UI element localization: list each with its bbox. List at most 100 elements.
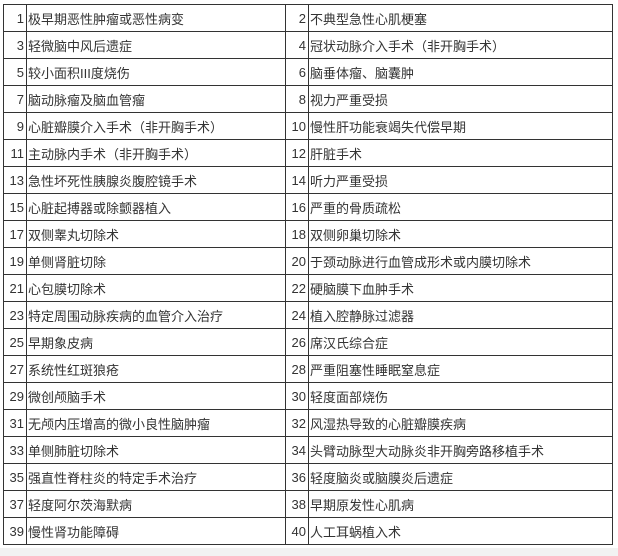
item-name: 脑垂体瘤、脑囊肿 — [308, 58, 613, 86]
item-name: 头臂动脉型大动脉炎非开胸旁路移植手术 — [308, 436, 613, 464]
item-name: 风湿热导致的心脏瓣膜疾病 — [308, 409, 613, 437]
item-number: 14 — [285, 166, 309, 194]
item-number: 24 — [285, 301, 309, 329]
table-row: 11 主动脉内手术（非开胸手术） 12 肝脏手术 — [3, 139, 613, 167]
item-number: 35 — [3, 463, 27, 491]
item-number: 12 — [285, 139, 309, 167]
item-number: 25 — [3, 328, 27, 356]
item-name: 听力严重受损 — [308, 166, 613, 194]
table-row: 15 心脏起搏器或除颤器植入 16 严重的骨质疏松 — [3, 193, 613, 221]
item-name: 极早期恶性肿瘤或恶性病变 — [26, 4, 286, 32]
item-name: 系统性红斑狼疮 — [26, 355, 286, 383]
item-number: 5 — [3, 58, 27, 86]
item-number: 13 — [3, 166, 27, 194]
item-name: 急性坏死性胰腺炎腹腔镜手术 — [26, 166, 286, 194]
table-row: 35 强直性脊柱炎的特定手术治疗 36 轻度脑炎或脑膜炎后遗症 — [3, 463, 613, 491]
item-number: 11 — [3, 139, 27, 167]
item-number: 18 — [285, 220, 309, 248]
item-name: 轻度脑炎或脑膜炎后遗症 — [308, 463, 613, 491]
item-name: 视力严重受损 — [308, 85, 613, 113]
item-number: 28 — [285, 355, 309, 383]
table-row: 25 早期象皮病 26 席汉氏综合症 — [3, 328, 613, 356]
table-row: 39 慢性肾功能障碍 40 人工耳蜗植入术 — [3, 517, 613, 545]
item-number: 29 — [3, 382, 27, 410]
table-row: 1 极早期恶性肿瘤或恶性病变 2 不典型急性心肌梗塞 — [3, 4, 613, 32]
item-name: 特定周围动脉疾病的血管介入治疗 — [26, 301, 286, 329]
item-name: 单侧肾脏切除 — [26, 247, 286, 275]
table-row: 13 急性坏死性胰腺炎腹腔镜手术 14 听力严重受损 — [3, 166, 613, 194]
item-number: 6 — [285, 58, 309, 86]
table-row: 19 单侧肾脏切除 20 于颈动脉进行血管成形术或内膜切除术 — [3, 247, 613, 275]
item-number: 8 — [285, 85, 309, 113]
item-number: 1 — [3, 4, 27, 32]
item-number: 7 — [3, 85, 27, 113]
item-name: 轻微脑中风后遗症 — [26, 31, 286, 59]
item-name: 早期象皮病 — [26, 328, 286, 356]
item-number: 27 — [3, 355, 27, 383]
item-number: 26 — [285, 328, 309, 356]
table-row: 33 单侧肺脏切除术 34 头臂动脉型大动脉炎非开胸旁路移植手术 — [3, 436, 613, 464]
item-name: 心包膜切除术 — [26, 274, 286, 302]
item-name: 单侧肺脏切除术 — [26, 436, 286, 464]
item-number: 20 — [285, 247, 309, 275]
item-number: 15 — [3, 193, 27, 221]
item-name: 早期原发性心肌病 — [308, 490, 613, 518]
table-row: 37 轻度阿尔茨海默病 38 早期原发性心肌病 — [3, 490, 613, 518]
item-name: 严重阻塞性睡眠窒息症 — [308, 355, 613, 383]
item-name: 轻度面部烧伤 — [308, 382, 613, 410]
item-number: 19 — [3, 247, 27, 275]
item-number: 4 — [285, 31, 309, 59]
item-name: 慢性肝功能衰竭失代偿早期 — [308, 112, 613, 140]
item-name: 严重的骨质疏松 — [308, 193, 613, 221]
table-row: 21 心包膜切除术 22 硬脑膜下血肿手术 — [3, 274, 613, 302]
table-row: 9 心脏瓣膜介入手术（非开胸手术） 10 慢性肝功能衰竭失代偿早期 — [3, 112, 613, 140]
item-number: 22 — [285, 274, 309, 302]
item-name: 植入腔静脉过滤器 — [308, 301, 613, 329]
table-row: 27 系统性红斑狼疮 28 严重阻塞性睡眠窒息症 — [3, 355, 613, 383]
item-name: 脑动脉瘤及脑血管瘤 — [26, 85, 286, 113]
item-name: 强直性脊柱炎的特定手术治疗 — [26, 463, 286, 491]
item-name: 心脏瓣膜介入手术（非开胸手术） — [26, 112, 286, 140]
bottom-bar — [0, 548, 618, 556]
item-number: 33 — [3, 436, 27, 464]
item-number: 39 — [3, 517, 27, 545]
item-number: 21 — [3, 274, 27, 302]
table-row: 31 无颅内压增高的微小良性脑肿瘤 32 风湿热导致的心脏瓣膜疾病 — [3, 409, 613, 437]
item-name: 不典型急性心肌梗塞 — [308, 4, 613, 32]
item-number: 38 — [285, 490, 309, 518]
table-row: 17 双侧睾丸切除术 18 双侧卵巢切除术 — [3, 220, 613, 248]
item-number: 16 — [285, 193, 309, 221]
item-name: 双侧卵巢切除术 — [308, 220, 613, 248]
item-name: 硬脑膜下血肿手术 — [308, 274, 613, 302]
item-name: 席汉氏综合症 — [308, 328, 613, 356]
item-name: 双侧睾丸切除术 — [26, 220, 286, 248]
item-number: 9 — [3, 112, 27, 140]
table-row: 23 特定周围动脉疾病的血管介入治疗 24 植入腔静脉过滤器 — [3, 301, 613, 329]
item-name: 肝脏手术 — [308, 139, 613, 167]
item-number: 30 — [285, 382, 309, 410]
item-name: 较小面积III度烧伤 — [26, 58, 286, 86]
table-row: 5 较小面积III度烧伤 6 脑垂体瘤、脑囊肿 — [3, 58, 613, 86]
item-number: 10 — [285, 112, 309, 140]
item-name: 慢性肾功能障碍 — [26, 517, 286, 545]
item-number: 32 — [285, 409, 309, 437]
item-number: 37 — [3, 490, 27, 518]
item-name: 于颈动脉进行血管成形术或内膜切除术 — [308, 247, 613, 275]
item-name: 无颅内压增高的微小良性脑肿瘤 — [26, 409, 286, 437]
item-number: 17 — [3, 220, 27, 248]
item-number: 2 — [285, 4, 309, 32]
table-row: 3 轻微脑中风后遗症 4 冠状动脉介入手术（非开胸手术） — [3, 31, 613, 59]
item-name: 微创颅脑手术 — [26, 382, 286, 410]
item-name: 人工耳蜗植入术 — [308, 517, 613, 545]
item-name: 冠状动脉介入手术（非开胸手术） — [308, 31, 613, 59]
item-number: 31 — [3, 409, 27, 437]
item-number: 3 — [3, 31, 27, 59]
table-row: 7 脑动脉瘤及脑血管瘤 8 视力严重受损 — [3, 85, 613, 113]
item-number: 36 — [285, 463, 309, 491]
item-number: 34 — [285, 436, 309, 464]
table-row: 29 微创颅脑手术 30 轻度面部烧伤 — [3, 382, 613, 410]
item-name: 主动脉内手术（非开胸手术） — [26, 139, 286, 167]
item-name: 轻度阿尔茨海默病 — [26, 490, 286, 518]
disease-table: 1 极早期恶性肿瘤或恶性病变 2 不典型急性心肌梗塞 3 轻微脑中风后遗症 4 冠状动脉介入手… — [3, 4, 613, 545]
item-number: 23 — [3, 301, 27, 329]
